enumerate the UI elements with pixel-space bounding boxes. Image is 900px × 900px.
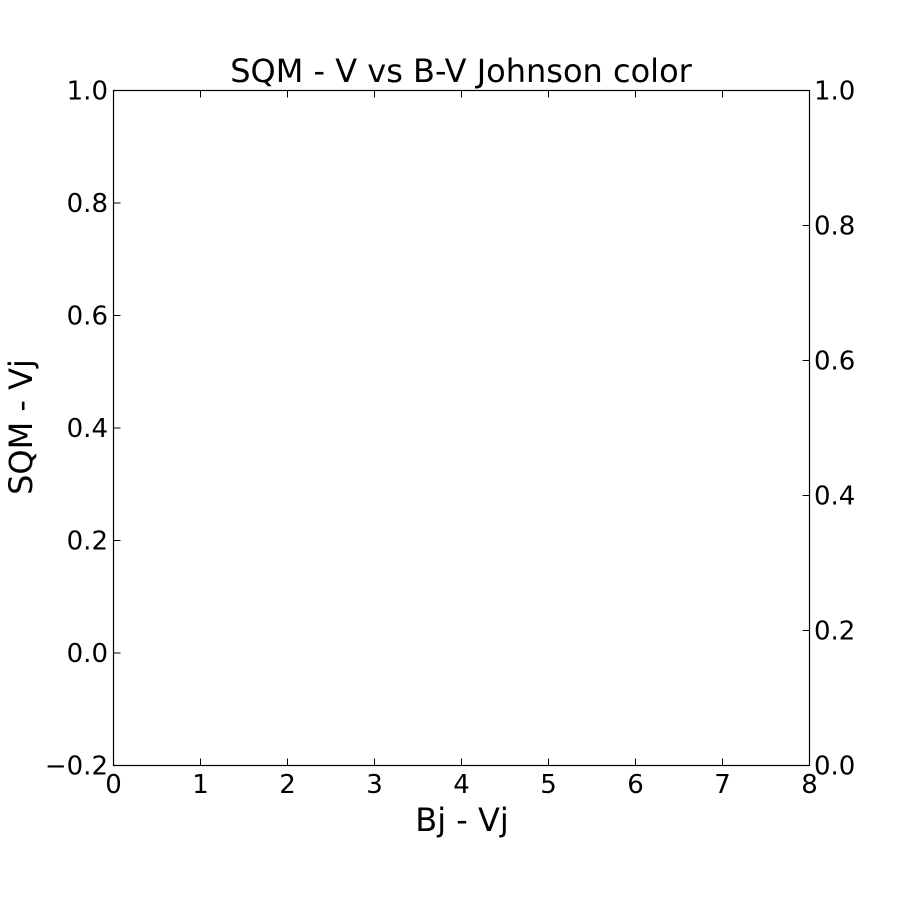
y-tick-label-right: 0.2 bbox=[814, 617, 855, 647]
y-tick-label-right: 0.8 bbox=[814, 212, 855, 242]
y-tick-label-left: 1.0 bbox=[67, 77, 108, 107]
y-tick-label-left: 0.2 bbox=[67, 527, 108, 557]
x-tick-label: 5 bbox=[540, 770, 557, 800]
y-tick-label-right: 0.6 bbox=[814, 347, 855, 377]
x-axis-label: Bj - Vj bbox=[415, 801, 509, 839]
y-tick-label-right: 0.0 bbox=[814, 752, 855, 782]
y-tick-label-right: 1.0 bbox=[814, 77, 855, 107]
plot-area bbox=[112, 89, 811, 767]
x-tick-label: 8 bbox=[801, 770, 818, 800]
x-tick-label: 6 bbox=[627, 770, 644, 800]
y-tick-label-left: 0.8 bbox=[67, 189, 108, 219]
y-axis-label: SQM - Vj bbox=[2, 359, 40, 495]
x-tick-label: 1 bbox=[192, 770, 209, 800]
y-tick-label-left: −0.2 bbox=[45, 752, 108, 782]
x-tick-label: 0 bbox=[105, 770, 122, 800]
x-tick-label: 2 bbox=[279, 770, 296, 800]
y-tick-label-right: 0.4 bbox=[814, 482, 855, 512]
chart-title: SQM - V vs B-V Johnson color bbox=[230, 52, 692, 90]
y-tick-label-left: 0.4 bbox=[67, 414, 108, 444]
y-tick-label-left: 0.0 bbox=[67, 639, 108, 669]
x-tick-label: 3 bbox=[366, 770, 383, 800]
x-tick-label: 4 bbox=[453, 770, 470, 800]
x-tick-label: 7 bbox=[714, 770, 731, 800]
y-tick-label-left: 0.6 bbox=[67, 302, 108, 332]
